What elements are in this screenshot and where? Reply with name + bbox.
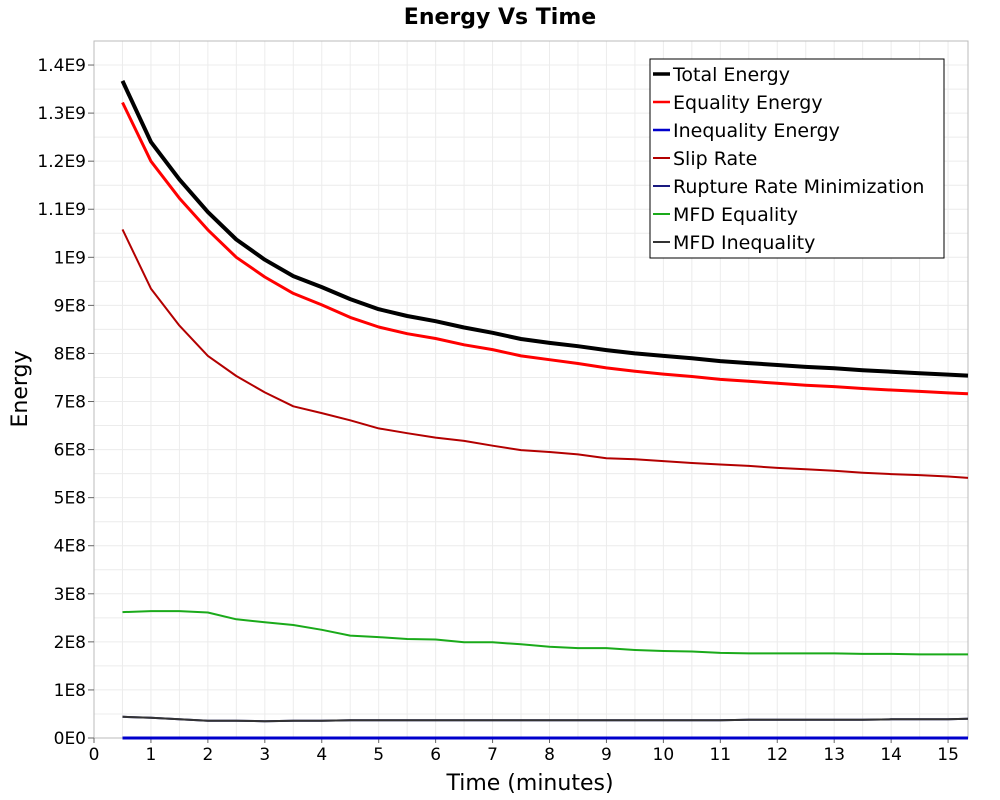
- x-tick-label: 8: [544, 745, 555, 765]
- x-tick-label: 11: [709, 745, 731, 765]
- y-tick-label: 0E0: [54, 729, 86, 749]
- legend-label-total-energy: Total Energy: [672, 64, 790, 86]
- y-tick-label: 4E8: [54, 537, 86, 557]
- series-line-mfd-equality: [122, 610, 968, 656]
- series-line-slip-rate: [121, 228, 969, 479]
- legend-label-inequality-energy: Inequality Energy: [673, 120, 840, 142]
- x-tick-label: 2: [202, 745, 213, 765]
- legend-label-mfd-inequality: MFD Inequality: [673, 232, 815, 254]
- y-tick-label: 1E8: [54, 681, 86, 701]
- y-tick-label: 2E8: [54, 633, 86, 653]
- x-tick-label: 0: [89, 745, 100, 765]
- y-tick-label: 1E9: [54, 248, 86, 268]
- x-tick-label: 15: [937, 745, 959, 765]
- y-axis-label: Energy: [8, 350, 33, 427]
- y-tick-label: 3E8: [54, 585, 86, 605]
- x-axis-ticks: 0 1 2 3 4 5 6 7 8 9 10 11 12 13 14 15: [89, 738, 959, 765]
- chart-title: Energy Vs Time: [404, 5, 596, 30]
- x-tick-label: 1: [146, 745, 157, 765]
- x-tick-label: 13: [823, 745, 845, 765]
- series-line-mfd-inequality: [122, 715, 969, 723]
- x-tick-label: 3: [259, 745, 270, 765]
- series-lines: [120, 80, 969, 740]
- x-axis-label: Time (minutes): [445, 771, 613, 796]
- x-tick-label: 5: [373, 745, 384, 765]
- legend-box: [649, 58, 945, 259]
- legend-label-slip-rate: Slip Rate: [673, 148, 757, 170]
- series-line-equality-energy: [121, 101, 969, 396]
- y-tick-label: 1.1E9: [37, 200, 86, 220]
- y-tick-label: 1.2E9: [37, 152, 86, 172]
- x-tick-label: 14: [880, 745, 902, 765]
- legend-label-rupture-rate-minimization: Rupture Rate Minimization: [673, 176, 924, 198]
- y-tick-label: 5E8: [54, 489, 86, 509]
- y-tick-label: 6E8: [54, 441, 86, 461]
- legend-label-mfd-equality: MFD Equality: [673, 204, 798, 226]
- x-tick-label: 9: [601, 745, 612, 765]
- y-tick-label: 8E8: [54, 344, 86, 364]
- x-tick-label: 12: [766, 745, 788, 765]
- y-tick-label: 1.3E9: [37, 104, 86, 124]
- x-tick-label: 7: [487, 745, 498, 765]
- y-axis-ticks: 0E0 1E8 2E8 3E8 4E8 5E8 6E8 7E8 8E8 9E8 1E9 1.1E9 1.…: [37, 56, 94, 749]
- y-tick-label: 7E8: [54, 393, 86, 413]
- series-line-total-energy: [120, 80, 969, 378]
- x-tick-label: 6: [430, 745, 441, 765]
- y-tick-label: 1.4E9: [37, 56, 86, 76]
- x-tick-label: 10: [653, 745, 675, 765]
- y-tick-label: 9E8: [54, 296, 86, 316]
- legend: Total Energy Equality Energy Inequality En…: [649, 58, 945, 259]
- x-tick-label: 4: [316, 745, 327, 765]
- legend-label-equality-energy: Equality Energy: [673, 92, 823, 114]
